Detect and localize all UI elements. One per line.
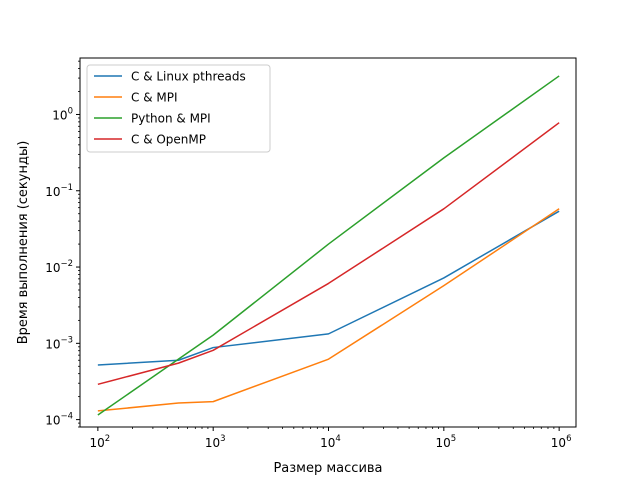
y-tick-label-4: 100 — [52, 106, 73, 122]
legend-label-0: C & Linux pthreads — [131, 70, 246, 84]
legend-box — [86, 64, 271, 153]
y-tick-label-3: 10−1 — [45, 183, 73, 199]
y-tick-label-0: 10−4 — [45, 412, 73, 428]
legend: C & Linux pthreads C & MPI Python & MPI C &… — [86, 64, 271, 153]
y-axis-ticks: 10−4 10−3 10−2 10−1 100 — [45, 60, 80, 428]
x-axis-ticks: 102 103 104 105 106 — [90, 427, 572, 450]
legend-label-2: Python & MPI — [131, 112, 211, 126]
y-tick-label-2: 10−2 — [45, 259, 73, 275]
legend-label-1: C & MPI — [131, 91, 178, 105]
series-line-1 — [97, 208, 560, 412]
x-tick-label-4: 106 — [551, 434, 572, 450]
series-line-3 — [97, 122, 560, 386]
plot-frame — [79, 57, 577, 428]
series-layer — [97, 75, 560, 416]
x-axis-label: Размер массива — [273, 461, 382, 476]
legend-label-3: C & OpenMP — [131, 133, 206, 147]
series-line-2 — [97, 75, 560, 416]
x-tick-label-1: 103 — [205, 434, 226, 450]
y-axis-label: Время выполнения (секунды) — [16, 141, 31, 345]
x-tick-label-0: 102 — [90, 434, 111, 450]
y-tick-label-1: 10−3 — [45, 335, 73, 351]
x-tick-label-3: 105 — [435, 434, 456, 450]
x-tick-label-2: 104 — [320, 434, 341, 450]
series-line-0 — [97, 210, 560, 366]
